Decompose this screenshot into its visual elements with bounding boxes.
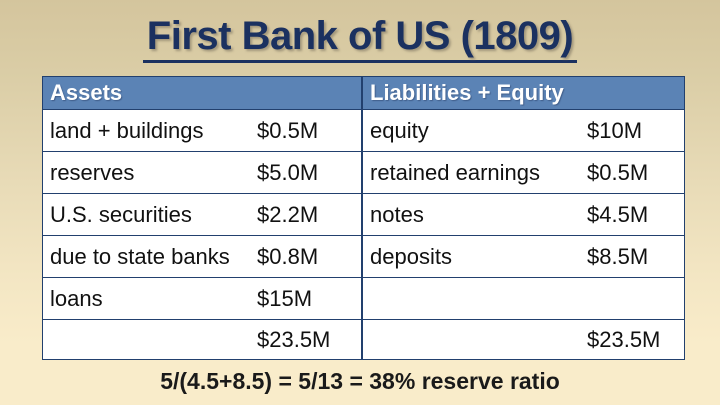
row-value: $8.5M (587, 243, 649, 269)
table-row: deposits $8.5M (363, 235, 684, 277)
row-label: reserves (50, 159, 135, 185)
row-label: equity (370, 117, 429, 143)
row-label: retained earnings (370, 159, 541, 185)
liabilities-pane: Liabilities + Equity equity $10M retained … (362, 76, 685, 360)
assets-pane: Assets land + buildings $0.5M reserves $5.0… (42, 76, 362, 360)
slide-title: First Bank of US (1809) (142, 14, 578, 63)
table-row: loans $15M (43, 277, 361, 319)
total-row: $23.5M (43, 319, 361, 359)
row-value: $10M (587, 117, 643, 143)
table-row (363, 277, 684, 319)
table-row: equity $10M (363, 109, 684, 151)
row-value: $4.5M (587, 201, 649, 227)
row-value: $23.5M (587, 326, 661, 352)
balance-sheet-table: Assets land + buildings $0.5M reserves $5.0… (42, 76, 685, 360)
total-row: $23.5M (363, 319, 684, 359)
assets-rows: land + buildings $0.5M reserves $5.0M U.S. s… (43, 109, 361, 359)
table-row: due to state banks $0.8M (43, 235, 361, 277)
liabilities-rows: equity $10M retained earnings $0.5M notes $4.… (363, 109, 684, 359)
title-area: First Bank of US (1809) (0, 14, 720, 63)
assets-header: Assets (43, 77, 361, 109)
liabilities-header: Liabilities + Equity (363, 77, 684, 109)
reserve-ratio-note: 5/(4.5+8.5) = 5/13 = 38% reserve ratio (160, 368, 560, 394)
row-value: $0.8M (257, 243, 319, 269)
row-value: $2.2M (257, 201, 319, 227)
table-row: reserves $5.0M (43, 151, 361, 193)
table-row: notes $4.5M (363, 193, 684, 235)
row-label: due to state banks (50, 243, 230, 269)
row-value: $0.5M (587, 159, 649, 185)
row-value: $15M (257, 285, 313, 311)
row-label: notes (370, 201, 424, 227)
row-label: loans (50, 285, 103, 311)
table-row: land + buildings $0.5M (43, 109, 361, 151)
row-value: $0.5M (257, 117, 319, 143)
table-row: retained earnings $0.5M (363, 151, 684, 193)
row-label: U.S. securities (50, 201, 192, 227)
row-label: land + buildings (50, 117, 204, 143)
row-value: $5.0M (257, 159, 319, 185)
row-value: $23.5M (257, 326, 331, 352)
table-row: U.S. securities $2.2M (43, 193, 361, 235)
row-label: deposits (370, 243, 452, 269)
